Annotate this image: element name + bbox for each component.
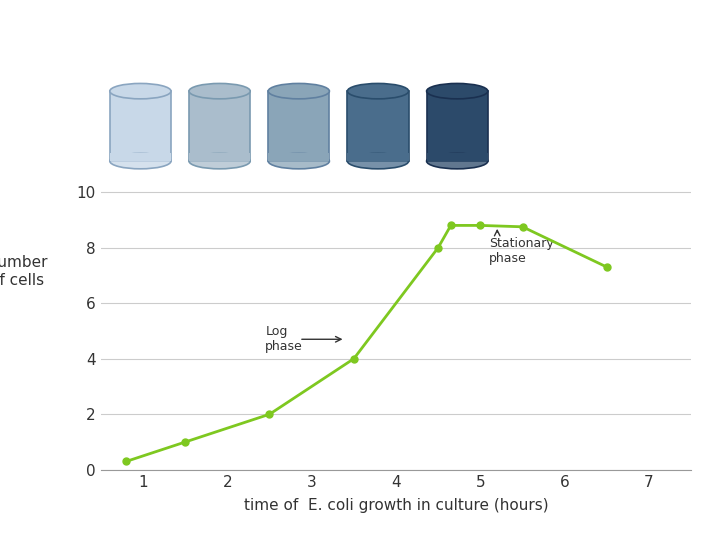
Bar [109,153,171,161]
Text: Growth of Transformed Cells in Culture: Growth of Transformed Cells in Culture [79,31,670,60]
Text: Log
phase: Log phase [265,325,303,353]
Ellipse shape [110,84,171,99]
Y-axis label: Number
of cells: Number of cells [0,255,48,288]
Ellipse shape [189,153,251,169]
Bar [426,153,488,161]
Ellipse shape [426,153,488,169]
Ellipse shape [268,153,330,169]
Bar [426,91,488,161]
X-axis label: time of  E. coli growth in culture (hours): time of E. coli growth in culture (hours… [243,498,549,513]
Bar [348,153,409,161]
Bar [348,91,409,161]
Ellipse shape [426,84,488,99]
Bar [268,91,329,161]
Bar [109,91,171,161]
Text: Stationary
phase: Stationary phase [489,237,554,265]
Ellipse shape [347,84,409,99]
Bar [268,153,329,161]
Ellipse shape [268,84,330,99]
Ellipse shape [110,153,171,169]
Ellipse shape [189,84,251,99]
Ellipse shape [347,153,409,169]
Bar [189,91,251,161]
Bar [189,153,251,161]
